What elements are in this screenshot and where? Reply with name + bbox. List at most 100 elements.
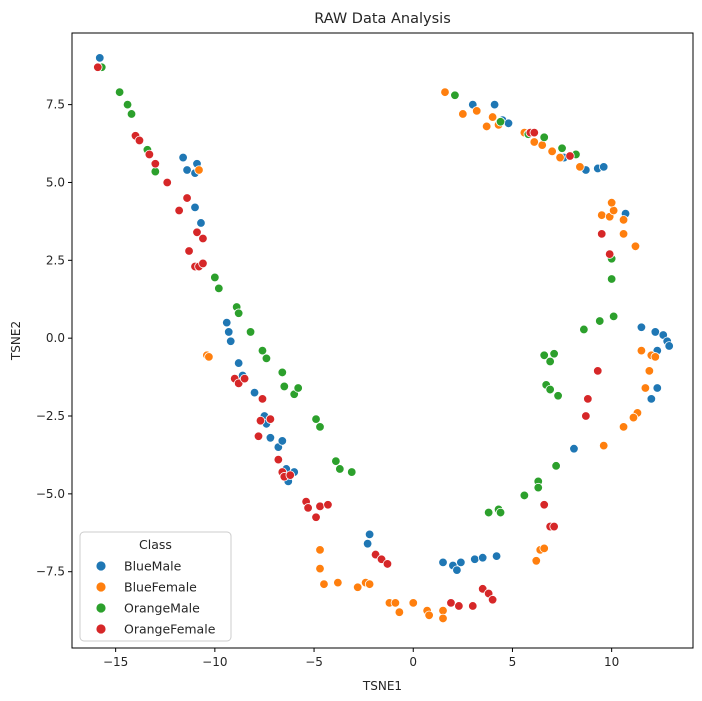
x-tick-label: 10 (604, 655, 619, 669)
point-orangefemale (184, 246, 194, 256)
point-bluefemale (204, 352, 214, 362)
point-bluefemale (352, 582, 363, 592)
point-orangemale (311, 414, 321, 424)
point-bluefemale (315, 545, 325, 555)
point-bluemale (652, 383, 662, 393)
point-orangefemale (198, 233, 208, 244)
point-orangemale (549, 349, 559, 359)
y-axis-ticks: −7.5 −5.0 −2.5 0.0 2.5 5.0 7.5 (36, 98, 72, 579)
point-bluefemale (608, 205, 619, 216)
point-bluefemale (537, 140, 547, 150)
point-orangemale (261, 353, 272, 364)
point-bluemale (178, 152, 188, 163)
point-orangefemale (549, 521, 559, 532)
point-bluemale (452, 565, 462, 575)
legend-marker-bluefemale (95, 581, 107, 593)
legend-marker-orangefemale (95, 623, 107, 635)
point-bluemale (224, 327, 234, 337)
point-orangefemale (565, 151, 575, 161)
point-bluefemale (364, 579, 375, 589)
point-bluemale (646, 394, 657, 404)
x-tick-label: −15 (103, 655, 128, 669)
point-bluemale (438, 557, 448, 568)
point-bluemale (196, 218, 206, 228)
legend-marker-orangemale (95, 602, 107, 614)
point-orangemale (293, 383, 303, 393)
point-orangemale (551, 461, 561, 471)
point-bluefemale (650, 352, 661, 362)
point-bluefemale (539, 543, 549, 554)
point-orangefemale (529, 127, 539, 138)
point-bluemale (636, 322, 647, 332)
point-bluefemale (472, 106, 482, 116)
point-orangefemale (144, 149, 155, 160)
point-orangefemale (134, 135, 145, 146)
point-bluefemale (529, 137, 539, 147)
point-bluemale (477, 552, 488, 563)
point-orangefemale (454, 601, 464, 611)
point-orangemale (126, 109, 137, 119)
x-tick-label: 0 (409, 655, 417, 669)
legend-items: BlueMale BlueFemale OrangeMale OrangeFemale (95, 559, 216, 637)
point-orangemale (347, 467, 357, 477)
point-orangemale (608, 311, 619, 322)
point-orangemale (450, 90, 460, 100)
point-bluemale (277, 436, 288, 446)
y-tick-label: 5.0 (46, 175, 65, 189)
point-bluemale (249, 387, 260, 398)
point-orangefemale (273, 454, 284, 465)
data-points (93, 53, 674, 624)
legend-label-orangemale: OrangeMale (124, 601, 200, 616)
point-orangefemale (604, 249, 615, 259)
point-orangefemale (597, 229, 607, 239)
point-bluemale (456, 557, 466, 568)
legend-title: Class (139, 537, 172, 552)
point-orangemale (483, 507, 494, 518)
y-tick-label: 7.5 (46, 98, 65, 112)
point-orangefemale (382, 559, 393, 569)
point-bluemale (226, 336, 236, 346)
point-bluefemale (618, 229, 629, 239)
point-orangefemale (198, 258, 208, 269)
point-orangemale (122, 99, 133, 110)
point-bluemale (470, 554, 480, 564)
point-bluefemale (636, 345, 647, 356)
point-orangefemale (303, 503, 313, 513)
point-orangefemale (583, 394, 593, 404)
x-tick-label: −10 (202, 655, 227, 669)
point-orangemale (545, 356, 555, 367)
point-bluemale (182, 165, 192, 175)
point-orangefemale (539, 500, 549, 510)
y-tick-label: 2.5 (46, 253, 65, 267)
point-bluefemale (438, 605, 448, 616)
point-orangemale (331, 456, 341, 466)
point-orangefemale (257, 394, 268, 404)
point-orangefemale (150, 159, 161, 169)
point-bluefemale (630, 241, 641, 252)
point-orangemale (539, 132, 549, 143)
point-orangemale (210, 272, 220, 283)
x-tick-label: −5 (305, 655, 323, 669)
point-orangemale (495, 117, 506, 127)
point-bluefemale (408, 598, 418, 608)
point-orangemale (553, 391, 563, 401)
point-bluefemale (640, 383, 651, 393)
y-tick-label: 0.0 (46, 331, 65, 345)
point-orangemale (277, 367, 288, 378)
point-orangemale (533, 482, 543, 493)
point-bluemale (650, 327, 661, 337)
point-bluemale (599, 162, 609, 172)
point-bluefemale (458, 109, 468, 119)
point-orangefemale (487, 595, 498, 605)
point-bluefemale (618, 422, 629, 432)
point-bluemale (364, 529, 375, 540)
point-bluemale (233, 358, 244, 368)
point-bluefemale (319, 579, 329, 589)
point-orangefemale (468, 601, 478, 611)
point-bluefemale (333, 577, 343, 588)
point-orangefemale (239, 373, 250, 384)
point-bluemale (190, 202, 200, 213)
y-axis-label: TSNE2 (9, 321, 23, 361)
point-orangemale (545, 384, 555, 395)
point-bluefemale (597, 210, 607, 220)
